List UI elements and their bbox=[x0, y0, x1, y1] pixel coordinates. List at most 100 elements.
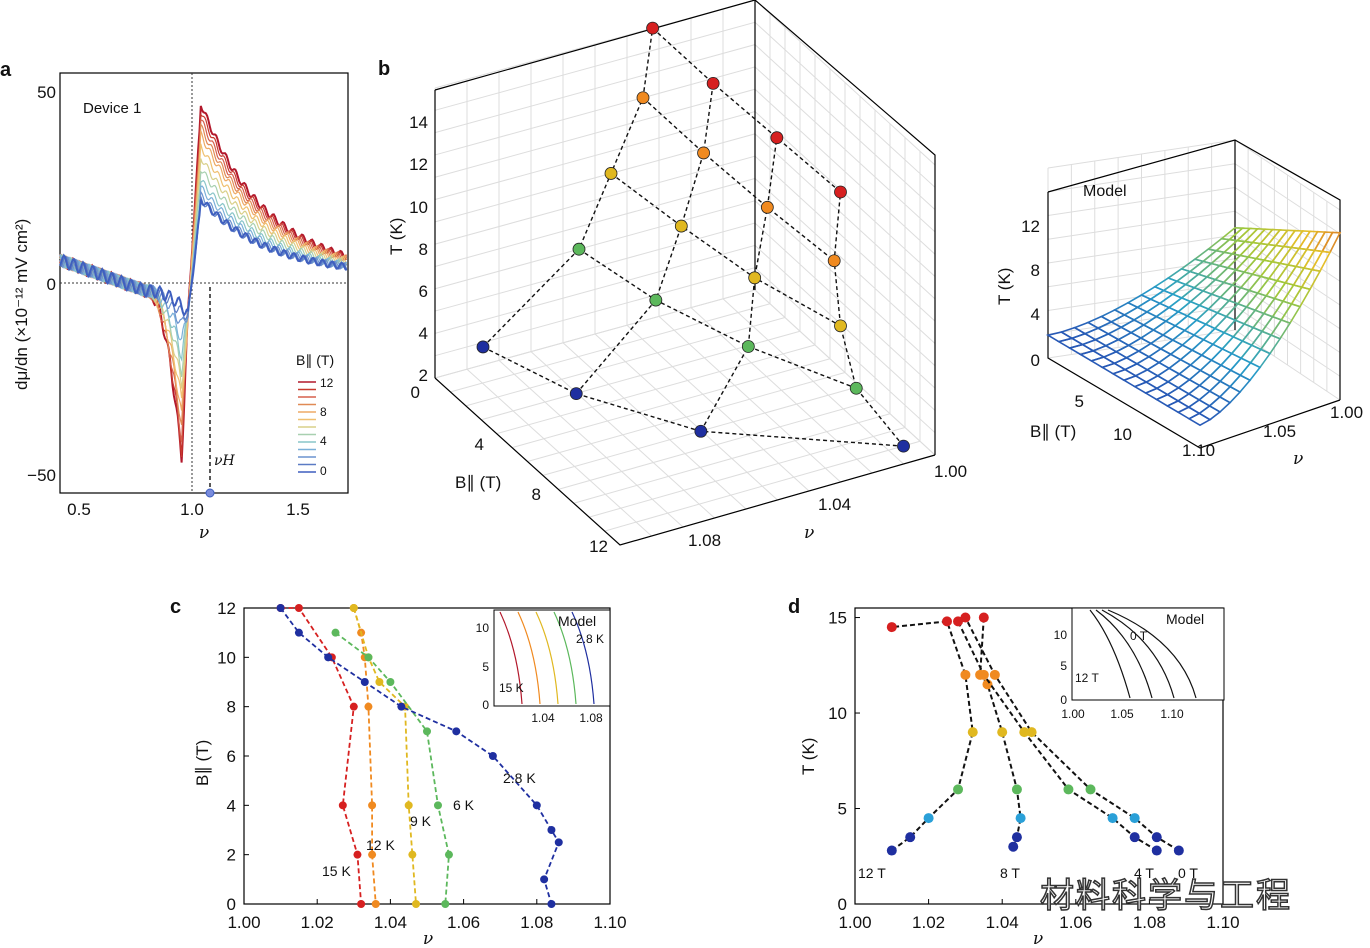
d-point-12 T bbox=[905, 832, 916, 843]
panel-a: a νH Device 1 50 0 −50 0.5 1.0 1.5 ν dμ/… bbox=[0, 59, 349, 543]
b-xlabel: ν bbox=[804, 523, 814, 543]
surface-cell bbox=[1176, 392, 1201, 409]
surface-cell bbox=[1187, 384, 1212, 401]
d-point-4 T bbox=[1107, 813, 1118, 824]
b-ylabel: B∥ (T) bbox=[455, 473, 501, 492]
b-guide-curves bbox=[482, 27, 905, 447]
panel-label-d: d bbox=[788, 596, 800, 618]
panel-label-b: b bbox=[378, 58, 390, 80]
c-point-2.8 K bbox=[532, 801, 541, 810]
point-B0-T6 bbox=[572, 242, 586, 256]
c-point-12 K bbox=[368, 850, 377, 859]
model-zlabel: T (K) bbox=[995, 268, 1014, 305]
c-ytick-4: 4 bbox=[227, 796, 236, 815]
c-inset-ytick-10: 10 bbox=[476, 621, 490, 635]
c-label-6k: 6 K bbox=[453, 797, 475, 813]
device-label: Device 1 bbox=[83, 100, 141, 117]
d-point-8 T bbox=[978, 612, 989, 623]
d-point-4 T bbox=[953, 616, 964, 627]
c-point-2.8 K bbox=[540, 875, 549, 884]
surface-cell bbox=[1177, 378, 1202, 395]
point-B0-T9 bbox=[604, 167, 618, 180]
b-edge-floor-front bbox=[434, 377, 936, 546]
c-inset-curve bbox=[535, 611, 559, 705]
surface-cell bbox=[1124, 350, 1151, 365]
c-inset-label-2.8k: 2.8 K bbox=[576, 632, 604, 646]
surface-cell bbox=[1165, 399, 1191, 414]
c-inset-curve bbox=[571, 611, 595, 705]
c-ytick-0: 0 bbox=[227, 895, 236, 914]
c-inset-curves bbox=[499, 611, 595, 705]
panel-d: d 1.00 1.02 1.04 1.06 1.08 1.10 0 5 10 15 ν T (K)… bbox=[788, 596, 1240, 948]
surface-cell bbox=[1056, 337, 1085, 349]
c-point-6 K bbox=[433, 801, 442, 810]
surface-cell bbox=[1104, 338, 1131, 353]
b-ztick-4: 4 bbox=[419, 324, 428, 343]
surface-cell bbox=[1116, 331, 1143, 347]
d-inset-title: Model bbox=[1166, 611, 1204, 627]
surface-cell bbox=[1208, 395, 1232, 413]
model-ytick-10: 10 bbox=[1113, 425, 1132, 444]
c-inset-curve bbox=[553, 611, 577, 705]
grid-floor-B bbox=[450, 303, 771, 393]
d-inset-curves bbox=[1089, 609, 1197, 699]
point-B12-T9 bbox=[834, 319, 847, 333]
surface-cell bbox=[1197, 404, 1222, 421]
c-point-6 K bbox=[386, 678, 395, 686]
surface-cell bbox=[1135, 355, 1161, 371]
b-ytick-0: 0 bbox=[411, 383, 420, 402]
surface-cell bbox=[1321, 231, 1342, 254]
c-ytick-8: 8 bbox=[227, 698, 236, 717]
d-point-8 T bbox=[1011, 784, 1022, 795]
surface-cell bbox=[1300, 268, 1322, 291]
surface-cell bbox=[1091, 344, 1119, 358]
a-legend-4: 4 bbox=[320, 434, 327, 448]
a-xtick-1.0: 1.0 bbox=[180, 500, 204, 519]
nu-h-marker bbox=[205, 488, 215, 498]
b-edge-right bbox=[754, 0, 936, 455]
d-ytick-15: 15 bbox=[828, 609, 847, 628]
c-point-15 K bbox=[349, 702, 358, 711]
c-xtick-1.06: 1.06 bbox=[447, 913, 480, 932]
c-point-15 K bbox=[357, 900, 366, 908]
surface-cell bbox=[1187, 412, 1212, 427]
surface-cell bbox=[1154, 393, 1180, 407]
point-B8-T12 bbox=[760, 200, 774, 214]
d-point-4 T bbox=[1019, 727, 1030, 738]
surface-cell bbox=[1166, 373, 1191, 389]
surface-cell bbox=[1156, 367, 1181, 383]
grid-floor-B bbox=[589, 427, 906, 518]
d-point-8 T bbox=[1008, 841, 1019, 852]
surface-cell bbox=[1133, 381, 1159, 394]
b-ytick-12: 12 bbox=[589, 537, 608, 556]
d-series bbox=[886, 612, 1184, 856]
a-legend-0: 0 bbox=[320, 464, 327, 478]
d-point-0 T bbox=[1173, 845, 1184, 856]
point-B12-T6 bbox=[849, 381, 863, 395]
d-point-0 T bbox=[1129, 813, 1140, 824]
c-label-9k: 9 K bbox=[410, 813, 432, 829]
c-xtick-1.08: 1.08 bbox=[520, 913, 553, 932]
surface-cell bbox=[1197, 390, 1222, 407]
c-point-2.8 K bbox=[360, 678, 369, 686]
model-ytick-5: 5 bbox=[1075, 392, 1084, 411]
c-xtick-1.04: 1.04 bbox=[374, 913, 407, 932]
b-ytick-8: 8 bbox=[532, 485, 541, 504]
point-B8-T2.8 bbox=[694, 424, 708, 438]
d-point-12 T bbox=[923, 813, 934, 824]
d-label-12t: 12 T bbox=[858, 865, 886, 881]
model-xlabel: ν bbox=[1293, 449, 1303, 469]
d-inset-xtick-1.10: 1.10 bbox=[1160, 707, 1184, 721]
surface-cell bbox=[1106, 326, 1133, 341]
d-point-4 T bbox=[1063, 784, 1074, 795]
c-point-12 K bbox=[364, 702, 373, 711]
b-xtick-1.08: 1.08 bbox=[688, 531, 721, 550]
curves-a bbox=[59, 105, 348, 463]
c-point-6 K bbox=[444, 850, 453, 859]
c-inset-curve bbox=[499, 611, 523, 705]
model-ylabel: B∥ (T) bbox=[1030, 422, 1076, 441]
point-B12-T15 bbox=[834, 185, 847, 199]
grid-floor-B bbox=[604, 440, 921, 532]
panel-c: c 1.00 1.02 1.04 1.06 1.08 1.10 0 2 4 6 8 10 12 ν B∥… bbox=[170, 596, 627, 948]
